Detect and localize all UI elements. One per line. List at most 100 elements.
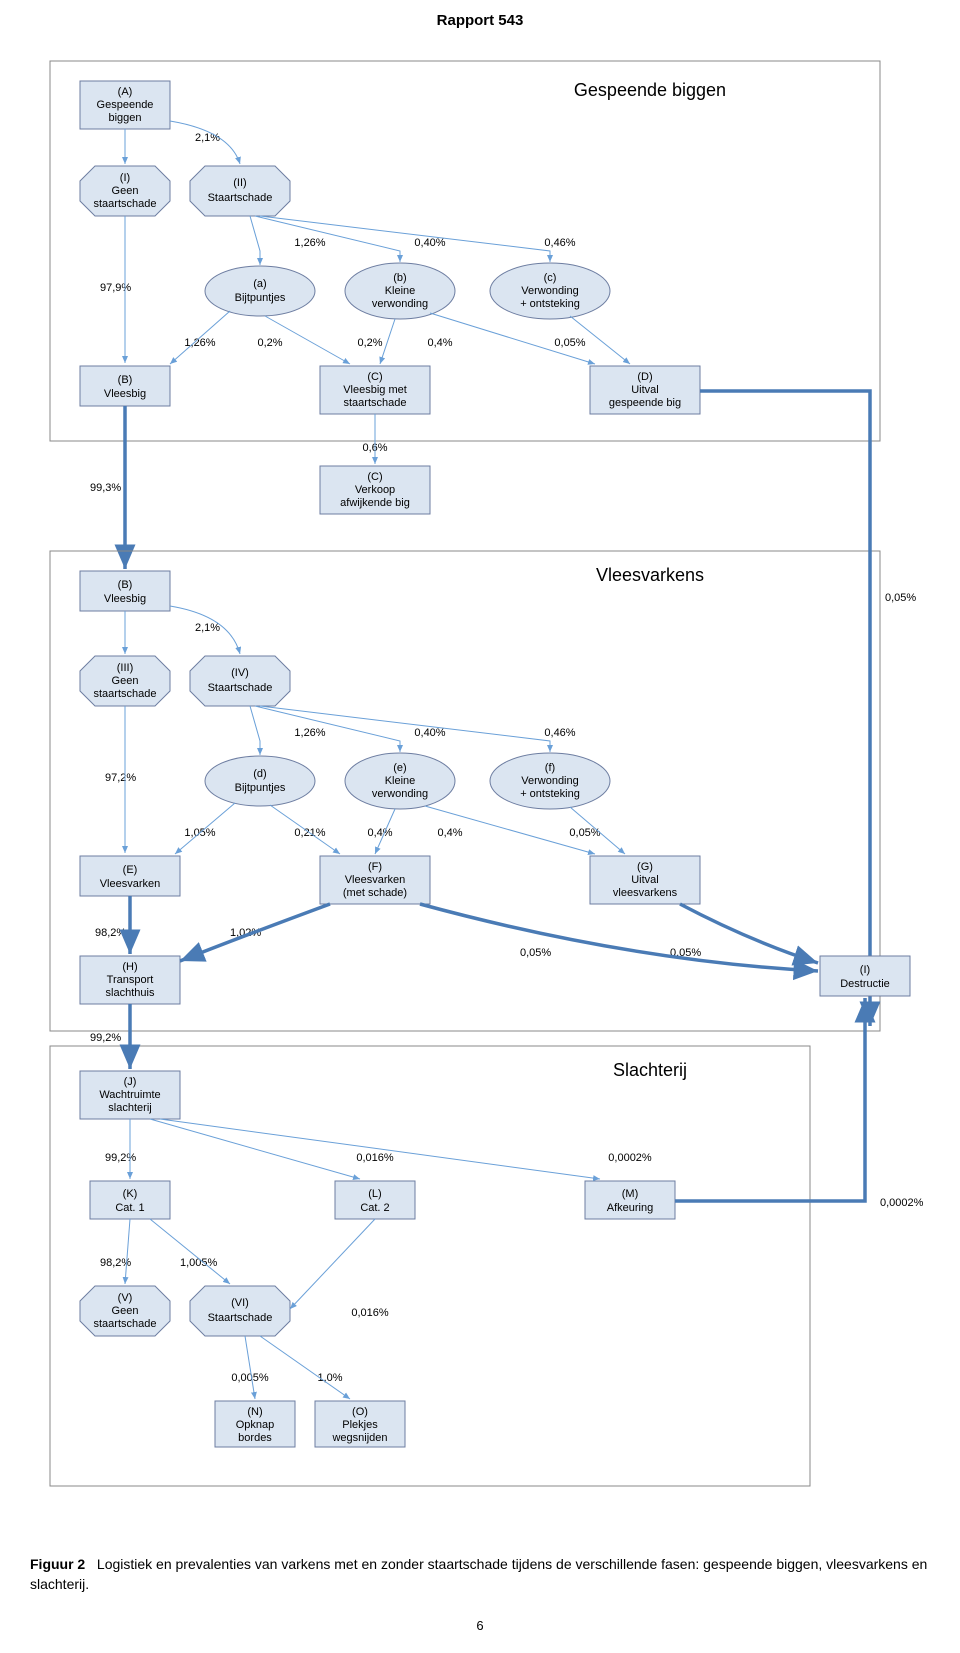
svg-text:(II): (II) [233,177,246,189]
node-e-kleine: (e) Kleine verwonding [345,753,455,809]
svg-text:(J): (J) [124,1076,137,1088]
edge-label: 2,1% [195,132,220,144]
node-d-bijtpuntjes: (d) Bijtpuntjes [205,756,315,806]
svg-text:Vleesvarken: Vleesvarken [345,874,406,886]
node-V-geen: (V) Geen staartschade [80,1286,170,1336]
edge-label: 0,2% [257,337,282,349]
section-title-slachterij: Slachterij [613,1060,687,1080]
svg-text:Bijtpuntjes: Bijtpuntjes [235,292,286,304]
edge [270,805,340,854]
svg-text:Afkeuring: Afkeuring [607,1202,653,1214]
edge [255,216,400,262]
svg-text:(K): (K) [123,1188,138,1200]
svg-text:(I): (I) [120,172,130,184]
svg-text:(c): (c) [544,272,557,284]
svg-text:Geen: Geen [112,185,139,197]
svg-text:vleesvarkens: vleesvarkens [613,887,678,899]
svg-text:Opknap: Opknap [236,1419,275,1431]
edge-label: 0,46% [544,237,575,249]
svg-text:(E): (E) [123,864,138,876]
edge [290,1219,375,1309]
svg-text:(d): (d) [253,768,266,780]
node-L-cat2: (L) Cat. 2 [335,1181,415,1219]
node-C-verkoop: (C) Verkoop afwijkende big [320,466,430,514]
svg-text:gespeende big: gespeende big [609,397,681,409]
edge-label: 1,0% [317,1372,342,1384]
node-III-geen: (III) Geen staartschade [80,656,170,706]
caption-text: Logistiek en prevalenties van varkens me… [30,1556,927,1592]
svg-text:(D): (D) [637,371,652,383]
svg-text:Transport: Transport [107,974,154,986]
node-I-destructie: (I) Destructie [820,956,910,996]
edge-label: 0,005% [231,1372,269,1384]
svg-text:Verwonding: Verwonding [521,775,579,787]
svg-text:(A): (A) [118,86,133,98]
svg-text:Vleesvarken: Vleesvarken [100,878,161,890]
edge-thick [700,391,870,1026]
figure-caption: Figuur 2 Logistiek en prevalenties van v… [0,1541,960,1608]
svg-text:staartschade: staartschade [344,397,407,409]
svg-text:Vleesbig: Vleesbig [104,593,146,605]
edge-label: 0,2% [357,337,382,349]
svg-text:(G): (G) [637,861,653,873]
caption-bold: Figuur 2 [30,1556,85,1572]
edge [255,706,400,752]
edge [150,1119,360,1179]
edge-label: 0,40% [414,727,445,739]
edge-label: 97,2% [105,772,136,784]
svg-text:Cat. 2: Cat. 2 [360,1202,389,1214]
svg-text:Staartschade: Staartschade [208,1312,273,1324]
svg-text:Vleesbig met: Vleesbig met [343,384,407,396]
node-O-plekjes: (O) Plekjes wegsnijden [315,1401,405,1447]
node-N-opknap: (N) Opknap bordes [215,1401,295,1447]
svg-text:(C): (C) [367,471,382,483]
svg-text:(B): (B) [118,374,133,386]
edge-label: 99,2% [90,1032,121,1044]
svg-text:Uitval: Uitval [631,874,659,886]
section-gespeende [50,61,880,441]
edge-label: 0,46% [544,727,575,739]
svg-text:Plekjes: Plekjes [342,1419,378,1431]
edge [170,311,230,364]
node-C-vleesbig-met: (C) Vleesbig met staartschade [320,366,430,414]
svg-text:(F): (F) [368,861,382,873]
svg-text:wegsnijden: wegsnijden [331,1432,387,1444]
edge-label: 0,4% [367,827,392,839]
svg-text:(B): (B) [118,579,133,591]
svg-text:(H): (H) [122,961,137,973]
svg-text:Verwonding: Verwonding [521,285,579,297]
node-B2-vleesbig: (B) Vleesbig [80,571,170,611]
svg-text:staartschade: staartschade [94,198,157,210]
svg-text:Destructie: Destructie [840,978,890,990]
svg-text:Staartschade: Staartschade [208,192,273,204]
svg-text:Vleesbig: Vleesbig [104,388,146,400]
svg-text:verwonding: verwonding [372,788,428,800]
edge [125,1219,130,1284]
svg-text:(a): (a) [253,278,266,290]
edge-label: 0,4% [427,337,452,349]
edge-label: 98,2% [95,927,126,939]
node-J-wachtruimte: (J) Wachtruimte slachterij [80,1071,180,1119]
svg-text:Kleine: Kleine [385,775,416,787]
edge-label: 1,26% [294,237,325,249]
svg-text:(N): (N) [247,1406,262,1418]
edge [150,1219,230,1284]
node-c-verwonding: (c) Verwonding + ontsteking [490,263,610,319]
svg-text:staartschade: staartschade [94,688,157,700]
node-H-transport: (H) Transport slachthuis [80,956,180,1004]
node-A: (A) Gespeende biggen [80,81,170,129]
node-F-vleesvarken-schade: (F) Vleesvarken (met schade) [320,856,430,904]
svg-text:Uitval: Uitval [631,384,659,396]
diagram-canvas: Gespeende biggen (A) Gespeende biggen 2,… [30,41,930,1541]
section-title-gespeende: Gespeende biggen [574,80,726,100]
svg-text:slachterij: slachterij [108,1102,151,1114]
edge-label: 97,9% [100,282,131,294]
svg-text:Cat. 1: Cat. 1 [115,1202,144,1214]
svg-text:slachthuis: slachthuis [106,987,155,999]
edge-thick [180,904,330,961]
svg-text:Geen: Geen [112,675,139,687]
svg-text:bordes: bordes [238,1432,272,1444]
edge-label: 0,05% [554,337,585,349]
svg-text:Kleine: Kleine [385,285,416,297]
node-VI-staartschade: (VI) Staartschade [190,1286,290,1336]
